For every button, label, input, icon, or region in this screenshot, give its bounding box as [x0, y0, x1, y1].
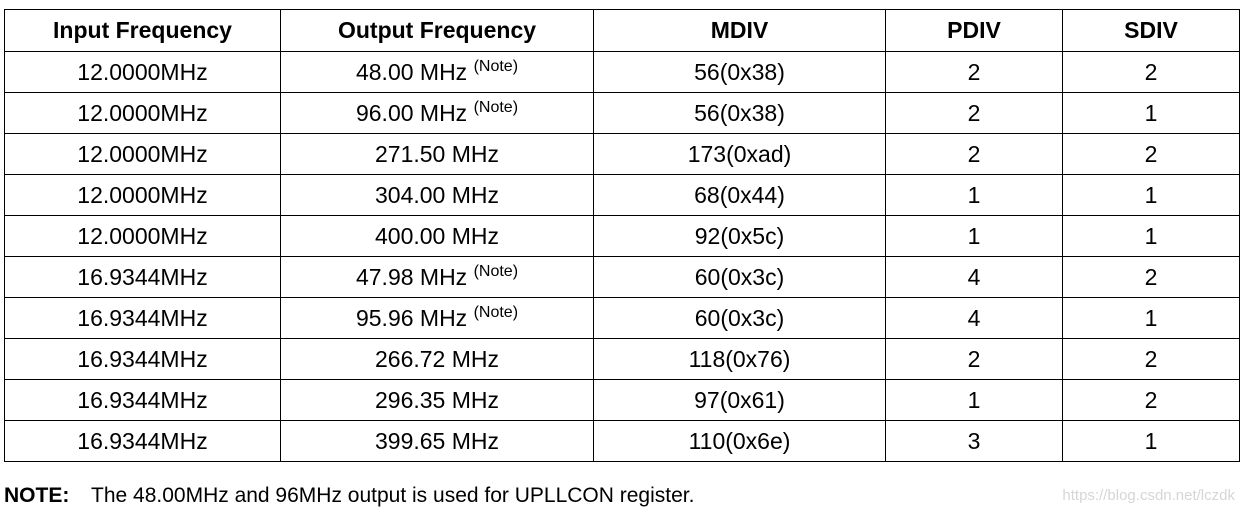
mdiv-cell: 56(0x38) [593, 51, 886, 93]
output-frequency-value: 47.98 MHz [355, 263, 468, 290]
output-frequency-value: 96.00 MHz [355, 99, 468, 126]
pll-frequency-table: Input Frequency Output Frequency MDIV PD… [4, 9, 1240, 462]
footnote-text: The 48.00MHz and 96MHz output is used fo… [91, 484, 695, 507]
input-frequency-cell: 16.9344MHz [4, 297, 281, 339]
sdiv-cell: 1 [1062, 420, 1240, 462]
sdiv-cell: 2 [1062, 51, 1240, 93]
output-frequency-cell: 95.96 MHz (Note) [280, 297, 594, 339]
pdiv-cell: 4 [885, 297, 1063, 339]
pdiv-cell: 2 [885, 133, 1063, 175]
output-frequency-cell: 399.65 MHz [280, 420, 594, 462]
input-frequency-cell: 12.0000MHz [4, 51, 281, 93]
input-frequency-cell: 16.9344MHz [4, 338, 281, 380]
input-frequency-cell: 12.0000MHz [4, 174, 281, 216]
mdiv-cell: 118(0x76) [593, 338, 886, 380]
sdiv-cell: 1 [1062, 297, 1240, 339]
output-frequency-cell: 48.00 MHz (Note) [280, 51, 594, 93]
mdiv-cell: 97(0x61) [593, 379, 886, 421]
table-row: 12.0000MHz 271.50 MHz 173(0xad) 2 2 [4, 133, 1240, 175]
output-frequency-cell: 296.35 MHz [280, 379, 594, 421]
header-output-frequency: Output Frequency [280, 9, 594, 52]
header-row: Input Frequency Output Frequency MDIV PD… [4, 9, 1240, 52]
pdiv-cell: 1 [885, 379, 1063, 421]
input-frequency-cell: 16.9344MHz [4, 256, 281, 298]
mdiv-cell: 56(0x38) [593, 92, 886, 134]
mdiv-cell: 60(0x3c) [593, 256, 886, 298]
sdiv-cell: 2 [1062, 338, 1240, 380]
output-frequency-cell: 271.50 MHz [280, 133, 594, 175]
mdiv-cell: 110(0x6e) [593, 420, 886, 462]
pdiv-cell: 2 [885, 338, 1063, 380]
output-frequency-value: 95.96 MHz [355, 304, 468, 331]
note-marker: (Note) [473, 57, 519, 75]
sdiv-cell: 1 [1062, 174, 1240, 216]
table-row: 12.0000MHz 96.00 MHz (Note) 56(0x38) 2 1 [4, 92, 1240, 134]
table-row: 16.9344MHz 296.35 MHz 97(0x61) 1 2 [4, 379, 1240, 421]
input-frequency-cell: 16.9344MHz [4, 420, 281, 462]
table-row: 12.0000MHz 48.00 MHz (Note) 56(0x38) 2 2 [4, 51, 1240, 93]
mdiv-cell: 68(0x44) [593, 174, 886, 216]
footnote-label: NOTE: [4, 484, 70, 507]
input-frequency-cell: 16.9344MHz [4, 379, 281, 421]
output-frequency-cell: 400.00 MHz [280, 215, 594, 257]
pdiv-cell: 3 [885, 420, 1063, 462]
table-row: 16.9344MHz 47.98 MHz (Note) 60(0x3c) 4 2 [4, 256, 1240, 298]
table-row: 16.9344MHz 266.72 MHz 118(0x76) 2 2 [4, 338, 1240, 380]
note-marker: (Note) [473, 262, 519, 280]
input-frequency-cell: 12.0000MHz [4, 92, 281, 134]
mdiv-cell: 60(0x3c) [593, 297, 886, 339]
output-frequency-cell: 47.98 MHz (Note) [280, 256, 594, 298]
input-frequency-cell: 12.0000MHz [4, 215, 281, 257]
table-row: 16.9344MHz 95.96 MHz (Note) 60(0x3c) 4 1 [4, 297, 1240, 339]
output-frequency-cell: 304.00 MHz [280, 174, 594, 216]
pdiv-cell: 2 [885, 51, 1063, 93]
sdiv-cell: 1 [1062, 92, 1240, 134]
output-frequency-value: 48.00 MHz [355, 58, 468, 85]
sdiv-cell: 1 [1062, 215, 1240, 257]
header-mdiv: MDIV [593, 9, 886, 52]
sdiv-cell: 2 [1062, 379, 1240, 421]
table-row: 12.0000MHz 400.00 MHz 92(0x5c) 1 1 [4, 215, 1240, 257]
output-frequency-cell: 96.00 MHz (Note) [280, 92, 594, 134]
header-pdiv: PDIV [885, 9, 1063, 52]
table-row: 12.0000MHz 304.00 MHz 68(0x44) 1 1 [4, 174, 1240, 216]
mdiv-cell: 173(0xad) [593, 133, 886, 175]
output-frequency-cell: 266.72 MHz [280, 338, 594, 380]
pdiv-cell: 1 [885, 215, 1063, 257]
note-marker: (Note) [473, 98, 519, 116]
sdiv-cell: 2 [1062, 256, 1240, 298]
header-sdiv: SDIV [1062, 9, 1240, 52]
pdiv-cell: 4 [885, 256, 1063, 298]
pdiv-cell: 1 [885, 174, 1063, 216]
pdiv-cell: 2 [885, 92, 1063, 134]
sdiv-cell: 2 [1062, 133, 1240, 175]
note-marker: (Note) [473, 303, 519, 321]
mdiv-cell: 92(0x5c) [593, 215, 886, 257]
table-footnote: NOTE: The 48.00MHz and 96MHz output is us… [4, 484, 694, 508]
header-input-frequency: Input Frequency [4, 9, 281, 52]
input-frequency-cell: 12.0000MHz [4, 133, 281, 175]
table-row: 16.9344MHz 399.65 MHz 110(0x6e) 3 1 [4, 420, 1240, 462]
watermark-url: https://blog.csdn.net/lczdk [1062, 487, 1235, 504]
